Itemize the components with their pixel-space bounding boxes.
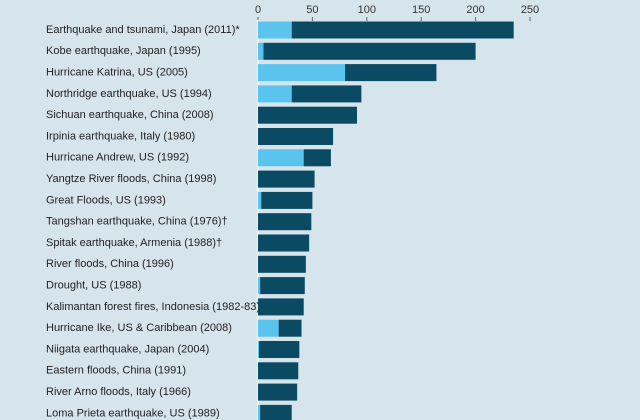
category-label: Hurricane Ike, US & Caribbean (2008) [46, 322, 232, 334]
category-label: Sichuan earthquake, China (2008) [46, 109, 214, 121]
bar-segment [258, 106, 358, 124]
bar-segment [260, 404, 292, 420]
bar-segment [263, 42, 476, 60]
category-label: River floods, China (1996) [46, 258, 174, 270]
x-tick-label: 200 [466, 4, 484, 16]
category-label: Loma Prieta earthquake, US (1989) [46, 407, 220, 419]
bar-segment [291, 85, 362, 103]
bar-segment [258, 21, 292, 39]
bar-segment [258, 383, 298, 401]
bar-segment [258, 85, 292, 103]
category-label: Eastern floods, China (1991) [46, 365, 186, 377]
category-label: River Arno floods, Italy (1966) [46, 386, 191, 398]
bar-segment [258, 234, 310, 252]
category-label: Drought, US (1988) [46, 280, 141, 292]
bar-segment [258, 64, 346, 82]
bar-segment [278, 319, 302, 337]
category-label: Hurricane Andrew, US (1992) [46, 152, 189, 164]
bar-segment [260, 277, 305, 295]
category-label: Great Floods, US (1993) [46, 194, 166, 206]
bar-segment [258, 362, 299, 380]
category-label: Hurricane Katrina, US (2005) [46, 67, 188, 79]
x-tick-label: 0 [255, 4, 261, 16]
x-tick-label: 100 [358, 4, 376, 16]
bar-segment [303, 149, 331, 167]
x-tick-label: 250 [521, 4, 539, 16]
bar-segment [345, 64, 437, 82]
bar-segment [291, 21, 514, 39]
bar-segment [258, 128, 334, 145]
bar-segment [258, 255, 306, 273]
bar-segment [258, 170, 315, 188]
bar-segment [258, 404, 261, 420]
bar-segment [261, 191, 313, 209]
category-label: Yangtze River floods, China (1998) [46, 173, 216, 185]
bar-segment [258, 319, 279, 337]
category-label: Spitak earthquake, Armenia (1988)† [46, 237, 222, 249]
category-label: Irpinia earthquake, Italy (1980) [46, 130, 195, 142]
bar-segment [259, 341, 300, 358]
bar-segment [258, 341, 260, 358]
category-label: Kalimantan forest fires, Indonesia (1982… [46, 301, 266, 313]
bar-segment [258, 42, 264, 60]
bar-segment [258, 149, 304, 167]
bar-segment [258, 213, 312, 231]
category-label: Niigata earthquake, Japan (2004) [46, 343, 209, 355]
category-label: Tangshan earthquake, China (1976)† [46, 216, 228, 228]
bar-segment [258, 277, 261, 295]
bar-segment [258, 298, 304, 316]
x-tick-label: 50 [306, 4, 318, 16]
category-label: Kobe earthquake, Japan (1995) [46, 45, 201, 57]
category-label: Northridge earthquake, US (1994) [46, 88, 212, 100]
x-tick-label: 150 [412, 4, 430, 16]
bar-segment [258, 191, 262, 209]
category-label: Earthquake and tsunami, Japan (2011)* [46, 24, 240, 36]
